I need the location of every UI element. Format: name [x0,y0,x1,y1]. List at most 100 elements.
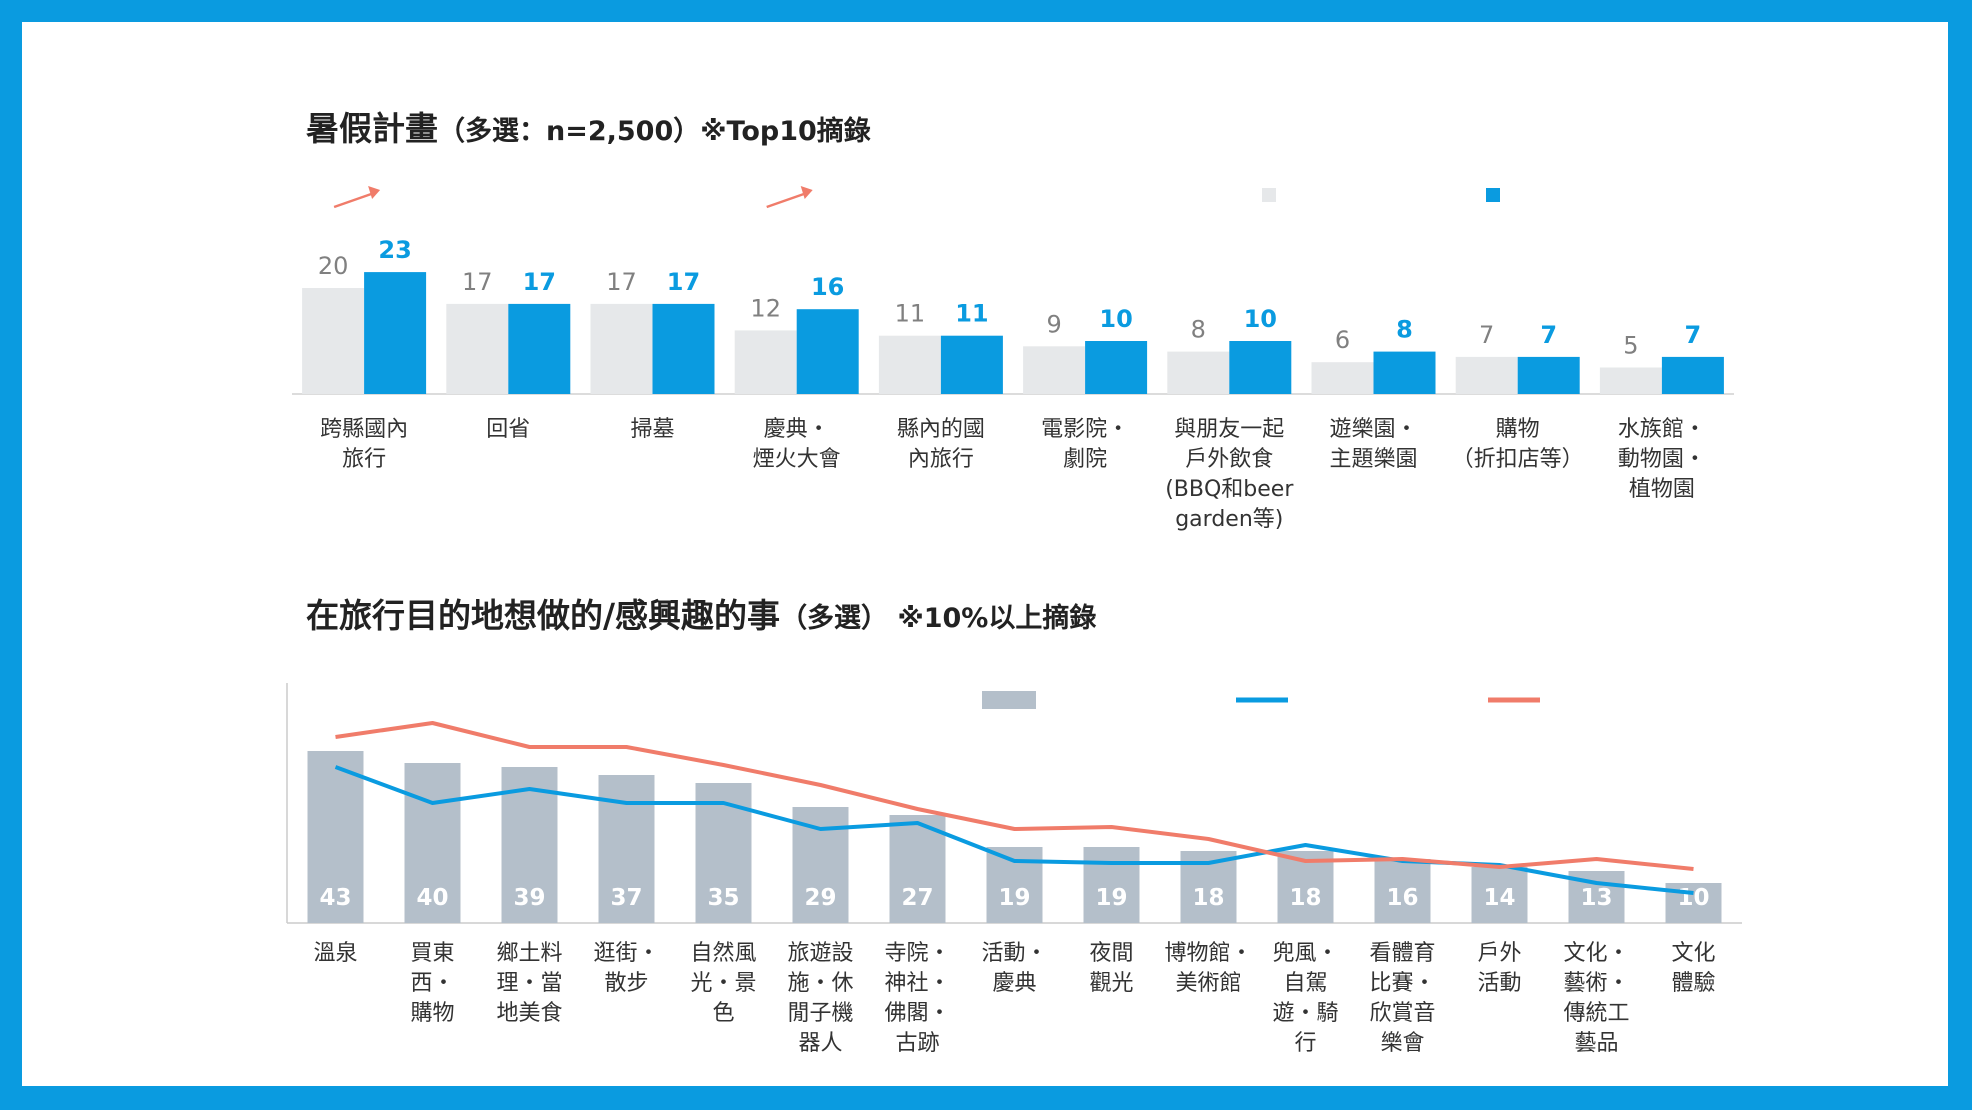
chart2-svg: 43 40 39 37 35 29 27 19 19 18 18 16 14 13 10 [286,683,1742,924]
bar-2022 [302,288,365,394]
data-label: 16 [811,273,844,301]
category-label: 與朋友一起戶外飲食 (BBQ和beer garden等) [1154,415,1304,535]
bar-2022 [1167,351,1230,394]
category-label-line: 活動 [1477,971,1522,996]
category-label-line: 旅遊設 [787,941,854,966]
category-label: 旅遊設 施・休 閒子機 器人 [746,939,896,1059]
category-label-line: 散步 [604,971,649,996]
bar-total [1374,859,1431,923]
data-label: 43 [319,885,351,911]
category-label: 溫泉 [261,939,411,969]
category-label-line: 文化・ [1563,941,1630,966]
category-label-line: (BBQ和beer [1165,477,1294,502]
category-label: 夜間 觀光 [1037,939,1187,999]
category-label-line: 劇院 [1063,447,1108,472]
legend-swatch [1262,188,1276,202]
category-label-line: 藝術・ [1563,971,1630,996]
bar-2022 [734,330,797,394]
data-label: 27 [901,885,933,911]
category-label-line: （折扣店等） [1451,447,1584,472]
category-label-line: 古跡 [895,1031,940,1056]
category-label-line: 活動・ [981,941,1048,966]
bar-2022 [1311,362,1374,394]
category-label-line: 煙火大會 [752,447,841,472]
category-label-line: garden等) [1175,507,1284,532]
category-label-line: 回省 [486,417,531,442]
category-label-line: 水族館・ [1617,417,1706,442]
category-label: 跨縣國內 旅行 [289,415,439,475]
category-label: 縣內的國 內旅行 [866,415,1016,475]
category-label: 購物 （折扣店等） [1443,415,1593,475]
category-label-line: 理・當 [496,971,563,996]
category-label-line: 欣賞音 [1369,1001,1436,1026]
category-label: 買東 西・ 購物 [358,939,508,1029]
data-label: 20 [318,252,349,280]
category-label-line: 佛閣・ [884,1001,951,1026]
data-label: 37 [610,885,642,911]
bar-2022 [1023,346,1086,394]
data-label: 6 [1335,326,1350,354]
slide-frame: 暑假計畫（多選：n=2,500）※Top10摘錄 20 23 17 17 17 17 12 1… [22,22,1948,1086]
data-label: 9 [1046,310,1061,338]
bar-2023 [796,309,859,394]
category-label-line: 地美食 [496,1001,563,1026]
bar-total [1471,867,1528,923]
category-label-line: 行 [1294,1031,1317,1056]
data-label: 40 [416,885,448,911]
category-label-line: 夜間 [1089,941,1134,966]
category-label-line: 戶外飲食 [1185,447,1274,472]
data-label: 7 [1479,321,1494,349]
data-label: 8 [1396,316,1413,344]
data-label: 18 [1289,885,1321,911]
category-label-line: 比賽・ [1369,971,1436,996]
data-label: 12 [750,294,781,322]
category-label-line: 與朋友一起 [1174,417,1285,442]
data-label: 7 [1685,321,1702,349]
category-label-line: 內旅行 [907,447,974,472]
trend-arrowhead [800,186,813,199]
category-label-line: 慶典 [992,971,1037,996]
data-label: 8 [1191,316,1206,344]
data-label: 35 [707,885,739,911]
bar-total [889,815,946,923]
data-label: 10 [1244,305,1277,333]
data-label: 13 [1580,885,1612,911]
category-label: 電影院・ 劇院 [1010,415,1160,475]
data-label: 14 [1483,885,1515,911]
category-label-line: 器人 [798,1031,843,1056]
category-label-line: 神社・ [884,971,951,996]
bar-2023 [1373,351,1436,394]
category-label-line: 美術館 [1175,971,1242,996]
bar-2023 [364,272,427,394]
trend-arrow [333,191,375,209]
category-label-line: 樂會 [1380,1031,1425,1056]
category-label: 逛街・ 散步 [552,939,702,999]
category-label: 遊樂園・ 主題樂園 [1299,415,1449,475]
bar-2022 [446,303,509,394]
data-label: 19 [1095,885,1127,911]
data-label: 11 [895,300,926,328]
category-label-line: 閒子機 [787,1001,854,1026]
category-label-line: 體驗 [1671,971,1716,996]
chart1-title-main: 暑假計畫 [306,109,438,148]
trend-arrow [766,191,808,209]
trend-arrowhead [368,186,381,199]
category-label: 慶典・ 煙火大會 [722,415,872,475]
category-label-line: 購物 [1495,417,1540,442]
category-label: 文化・ 藝術・ 傳統工 藝品 [1522,939,1672,1059]
category-label: 回省 [433,415,583,445]
category-label: 活動・ 慶典 [940,939,1090,999]
bar-2022 [590,303,653,394]
category-label-line: 溫泉 [313,941,358,966]
data-label: 23 [378,236,411,264]
category-label-line: 鄉土料 [496,941,563,966]
bar-2023 [1085,341,1148,394]
category-label-line: 藝品 [1574,1031,1619,1056]
bar-2023 [1661,356,1724,394]
data-label: 10 [1677,885,1709,911]
chart2-title-main: 在旅行目的地想做的/感興趣的事 [306,596,781,635]
category-label-line: 寺院・ [884,941,951,966]
bar-2022 [878,335,941,394]
category-label: 戶外 活動 [1425,939,1575,999]
line-female [335,721,1694,871]
